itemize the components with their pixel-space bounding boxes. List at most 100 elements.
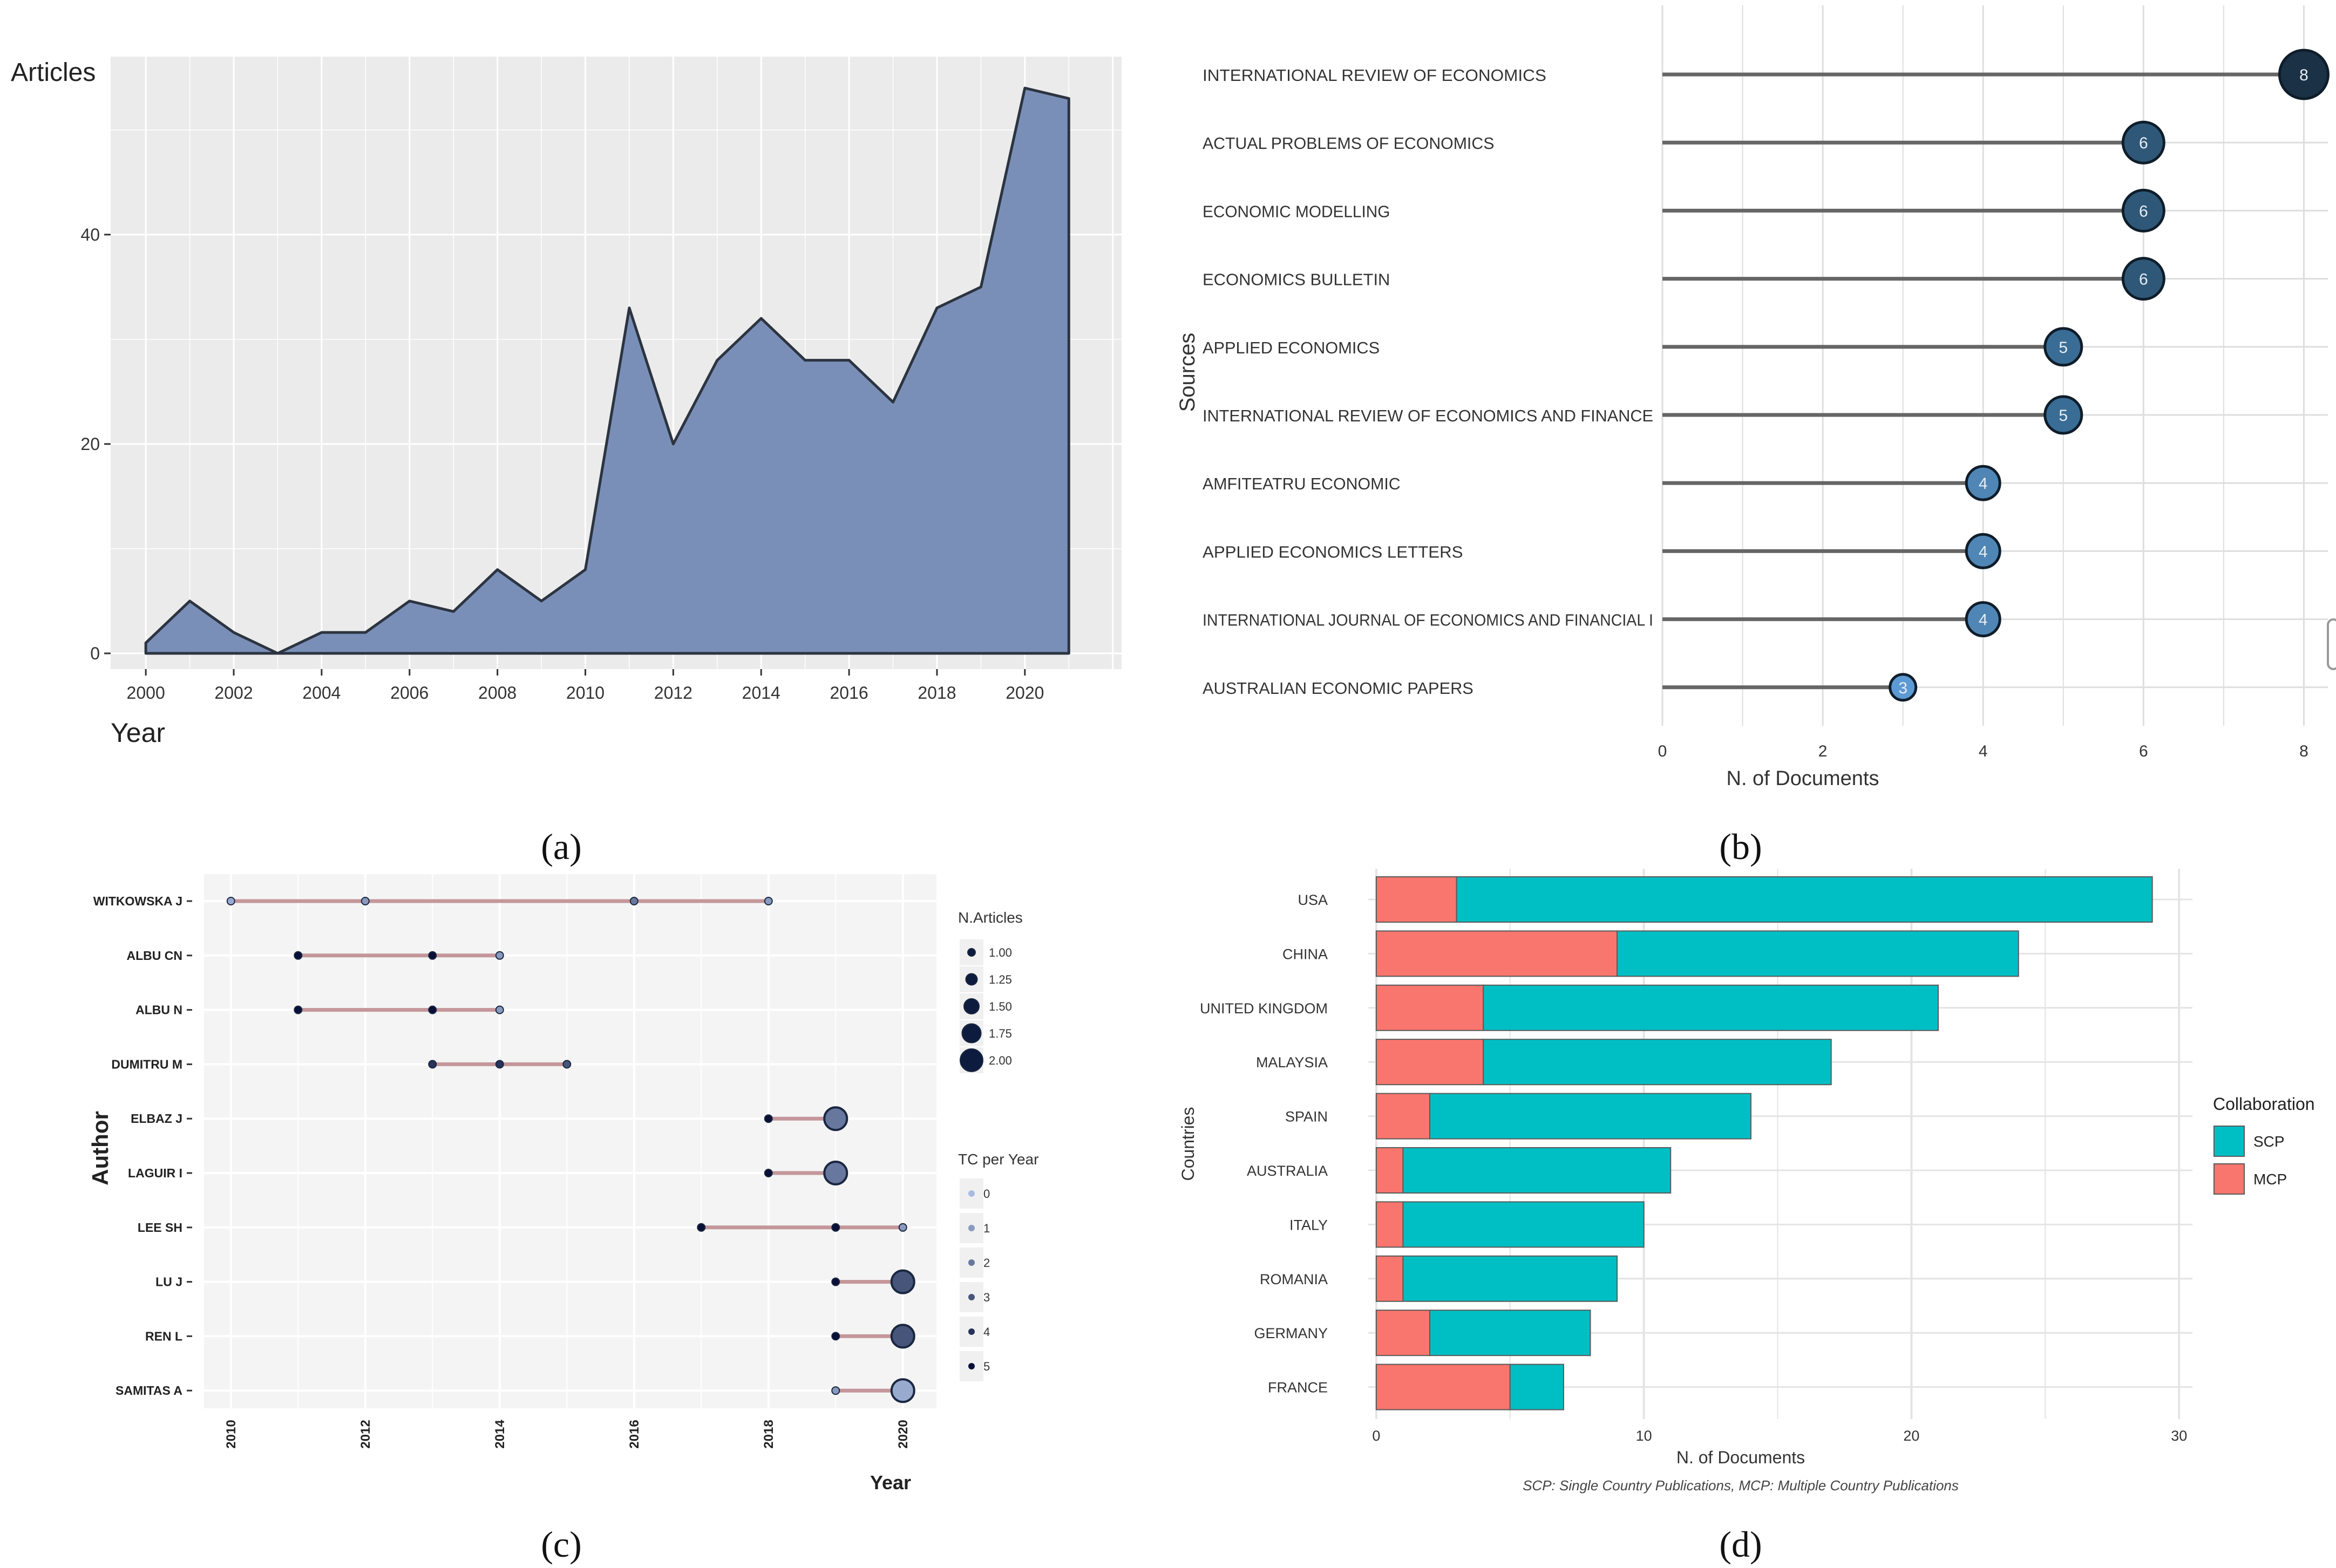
panel-c-color-legend-label: 0 <box>983 1187 990 1201</box>
panel-c-author-label: LU J <box>155 1275 182 1289</box>
panel-d-bar-mcp <box>1375 1310 1431 1356</box>
panel-c-point <box>823 1106 848 1131</box>
panel-b-source-label: ECONOMICS BULLETIN <box>1203 270 1390 289</box>
panel-d-country-label: UNITED KINGDOM <box>1200 1000 1328 1017</box>
panel-b-point <box>2278 49 2330 100</box>
panel-c-point <box>562 1060 572 1069</box>
panel-b-x-tick-label: 2 <box>1818 742 1828 760</box>
panel-b-point-label: 6 <box>2139 202 2148 220</box>
panel-a-x-tick-label: 2020 <box>1006 683 1044 703</box>
panel-d-bar-scp <box>1429 1093 1751 1140</box>
panel-c-size-legend-label: 1.00 <box>989 946 1012 959</box>
panel-c-x-tick-label: 2018 <box>762 1420 776 1448</box>
panel-b-x-tick-label: 6 <box>2139 742 2148 760</box>
panel-d-bar-mcp <box>1375 1255 1404 1302</box>
panel-d-x-tick-label: 0 <box>1372 1428 1380 1444</box>
panel-c-color-legend-dot <box>968 1225 975 1231</box>
panel-d-bar-scp <box>1429 1310 1591 1356</box>
panel-c-x-tick-label: 2014 <box>493 1420 507 1449</box>
panel-c-legends: N.Articles TC per Year 1.00 1.25 1.50 1.75 2… <box>958 909 1038 1381</box>
panel-a-x-tick-label: 2018 <box>918 683 956 703</box>
panel-b-point <box>2121 257 2165 301</box>
panel-a-x-tick-label: 2006 <box>390 683 429 703</box>
panel-d-bar-scp <box>1617 930 2019 977</box>
panel-a-x-tick-label: 2010 <box>566 683 605 703</box>
panel-c-author-label: ELBAZ J <box>131 1112 182 1126</box>
panel-c-point <box>831 1386 840 1395</box>
panel-a-y-axis-title: Articles <box>11 58 96 87</box>
panel-d-ticks: 0 10 20 30 <box>1372 1428 2187 1444</box>
panel-b-scroll-handle <box>2327 618 2336 670</box>
panel-c-author-label: SAMITAS A <box>116 1383 182 1397</box>
panel-d-legend-label: SCP <box>2253 1133 2285 1150</box>
panel-c-point <box>890 1324 915 1349</box>
panel-c-color-legend-label: 1 <box>983 1222 990 1235</box>
panel-b-point-label: 8 <box>2299 66 2308 84</box>
panel-b-source-label: APPLIED ECONOMICS <box>1203 338 1380 357</box>
panel-c-point <box>428 1005 437 1014</box>
panel-a-x-tick-label: 2014 <box>742 683 780 703</box>
panel-c-x-tick-label: 2016 <box>627 1420 642 1448</box>
panel-c-color-legend-dot <box>968 1294 975 1300</box>
panel-d-bar-mcp <box>1375 930 1618 977</box>
panel-c-author-label: DUMITRU M <box>111 1057 182 1071</box>
panel-c: WITKOWSKA J ALBU CN ALBU N DUMITRU M ELBAZ J… <box>87 874 1038 1565</box>
panel-c-point <box>226 897 235 905</box>
panel-c-x-tick-label: 2020 <box>896 1420 911 1448</box>
panel-c-size-legend-dot <box>960 1048 983 1072</box>
panel-d-legend-swatch <box>2213 1126 2245 1157</box>
panel-c-point <box>764 1169 773 1177</box>
panel-d-bar-mcp <box>1375 1093 1431 1140</box>
panel-c-x-axis-title: Year <box>870 1471 911 1494</box>
panel-b-point-label: 4 <box>1979 611 1988 629</box>
panel-a: 2000 2002 2004 2006 2008 2010 2012 2014 2016 2018… <box>11 57 1122 867</box>
panel-c-point <box>890 1269 915 1294</box>
panel-b-point <box>2043 327 2083 367</box>
panel-a-x-tick-label: 2012 <box>654 683 692 703</box>
panel-a-x-tick-label: 2004 <box>302 683 341 703</box>
panel-b-rows: INTERNATIONAL REVIEW OF ECONOMICS 8 ACTUAL… <box>1203 49 2330 702</box>
panel-c-size-legend-dot <box>965 973 978 986</box>
panel-b-x-axis-title: N. of Documents <box>1727 767 1879 790</box>
panel-c-author-label: LEE SH <box>138 1221 182 1235</box>
panel-b-source-label: AUSTRALIAN ECONOMIC PAPERS <box>1203 679 1473 698</box>
panel-d-bar-mcp <box>1375 1039 1484 1086</box>
panel-c-point <box>495 1005 504 1014</box>
panel-c-point <box>823 1161 848 1185</box>
panel-d-country-label: ROMANIA <box>1260 1271 1328 1287</box>
panel-c-color-legend-dot <box>968 1190 975 1197</box>
panel-c-author-label: WITKOWSKA J <box>93 894 182 908</box>
panel-c-point <box>629 897 639 905</box>
panel-d-x-tick-label: 30 <box>2171 1428 2187 1444</box>
panel-c-author-label: LAGUIR I <box>128 1166 182 1180</box>
panel-b-x-tick-label: 4 <box>1979 742 1988 760</box>
panel-d-country-label: FRANCE <box>1268 1380 1328 1396</box>
panel-b-source-label: ACTUAL PROBLEMS OF ECONOMICS <box>1203 134 1494 153</box>
panel-c-color-legend-dot <box>968 1363 975 1369</box>
panel-c-color-legend-label: 4 <box>983 1325 990 1339</box>
panel-c-size-legend-label: 1.25 <box>989 973 1012 986</box>
panel-b-point-label: 5 <box>2059 339 2068 357</box>
panel-d-country-label: MALAYSIA <box>1256 1054 1328 1071</box>
panel-b-source-label: APPLIED ECONOMICS LETTERS <box>1203 542 1463 561</box>
panel-d-bar-scp <box>1402 1201 1645 1248</box>
panel-a-x-axis-title: Year <box>111 718 165 748</box>
panel-d-x-tick-label: 10 <box>1636 1428 1652 1444</box>
panel-c-x-tick-label: 2010 <box>224 1420 239 1448</box>
panel-a-x-tick-label: 2002 <box>214 683 253 703</box>
panel-b-point-label: 4 <box>1979 475 1988 493</box>
panel-c-point <box>764 897 773 905</box>
panel-c-point <box>898 1223 907 1232</box>
panel-b-point <box>1965 601 2001 638</box>
panel-c-author-label: ALBU N <box>135 1003 182 1017</box>
panel-a-x-tick-label: 2016 <box>830 683 868 703</box>
panel-d-country-label: GERMANY <box>1254 1325 1328 1341</box>
panel-b-x-tick-label: 8 <box>2299 742 2308 760</box>
panel-c-point <box>428 951 437 960</box>
panel-c-x-tick-label: 2012 <box>358 1420 373 1448</box>
panel-c-point <box>495 951 504 960</box>
panel-c-point <box>294 951 303 960</box>
panel-b-point-label: 5 <box>2059 407 2068 425</box>
panel-b-point <box>2043 395 2083 435</box>
